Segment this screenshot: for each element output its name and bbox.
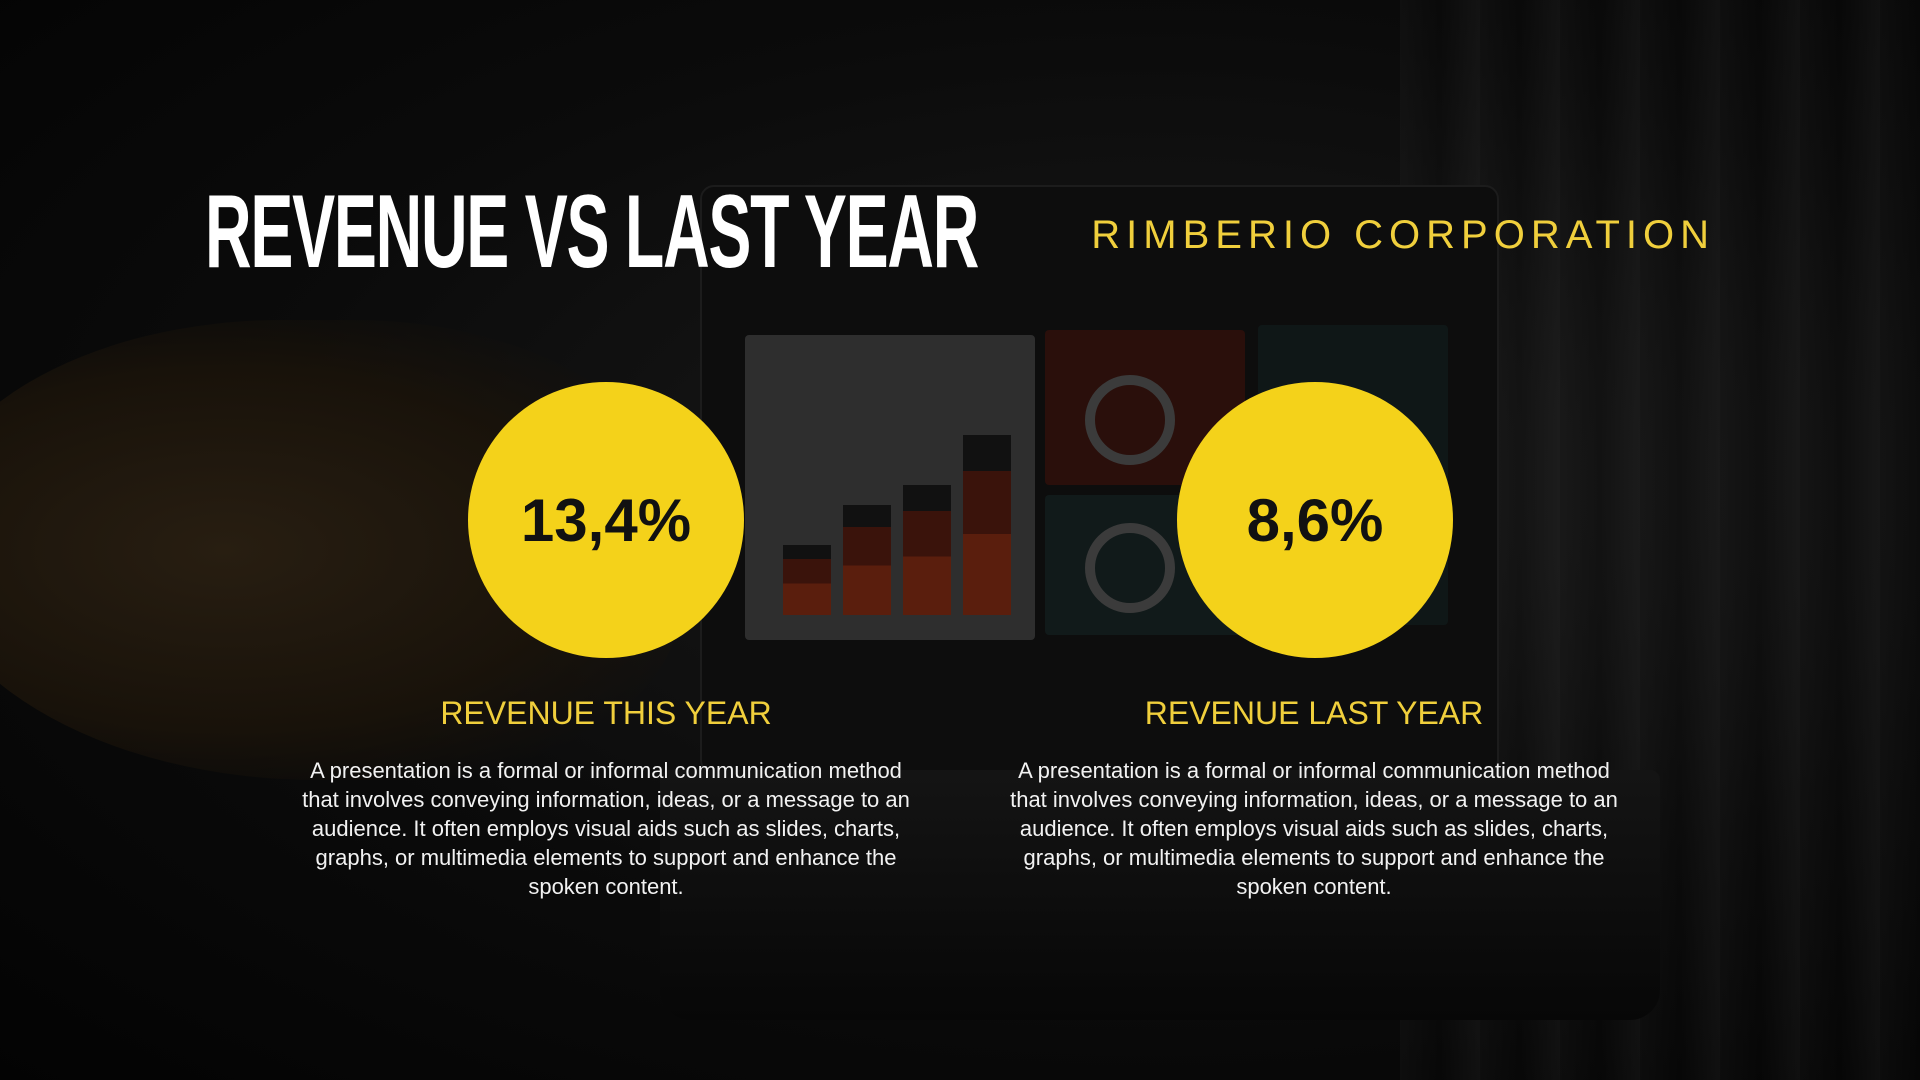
background-gauge bbox=[1085, 375, 1175, 465]
metric-description-this-year: A presentation is a formal or informal c… bbox=[302, 758, 910, 899]
metric-circle-last-year: 8,6% bbox=[1177, 382, 1453, 658]
metric-label-last-year: REVENUE LAST YEAR bbox=[1144, 695, 1484, 731]
metric-circle-this-year: 13,4% bbox=[468, 382, 744, 658]
background-laptop-base bbox=[660, 770, 1660, 1020]
metric-value-this-year: 13,4% bbox=[520, 486, 692, 554]
background-bar bbox=[903, 485, 951, 615]
background-gauge bbox=[1085, 523, 1175, 613]
metric-value-last-year: 8,6% bbox=[1246, 486, 1384, 554]
company-name: RIMBERIO CORPORATION bbox=[1091, 213, 1715, 257]
background-bar bbox=[783, 545, 831, 615]
background-bar bbox=[963, 435, 1011, 615]
background-dashboard-panel bbox=[745, 335, 1035, 640]
metric-label-this-year: REVENUE THIS YEAR bbox=[440, 695, 772, 731]
slide-title: REVENUE VS LAST YEAR bbox=[205, 174, 979, 290]
metric-description-last-year: A presentation is a formal or informal c… bbox=[1010, 758, 1618, 899]
background-bar bbox=[843, 505, 891, 615]
